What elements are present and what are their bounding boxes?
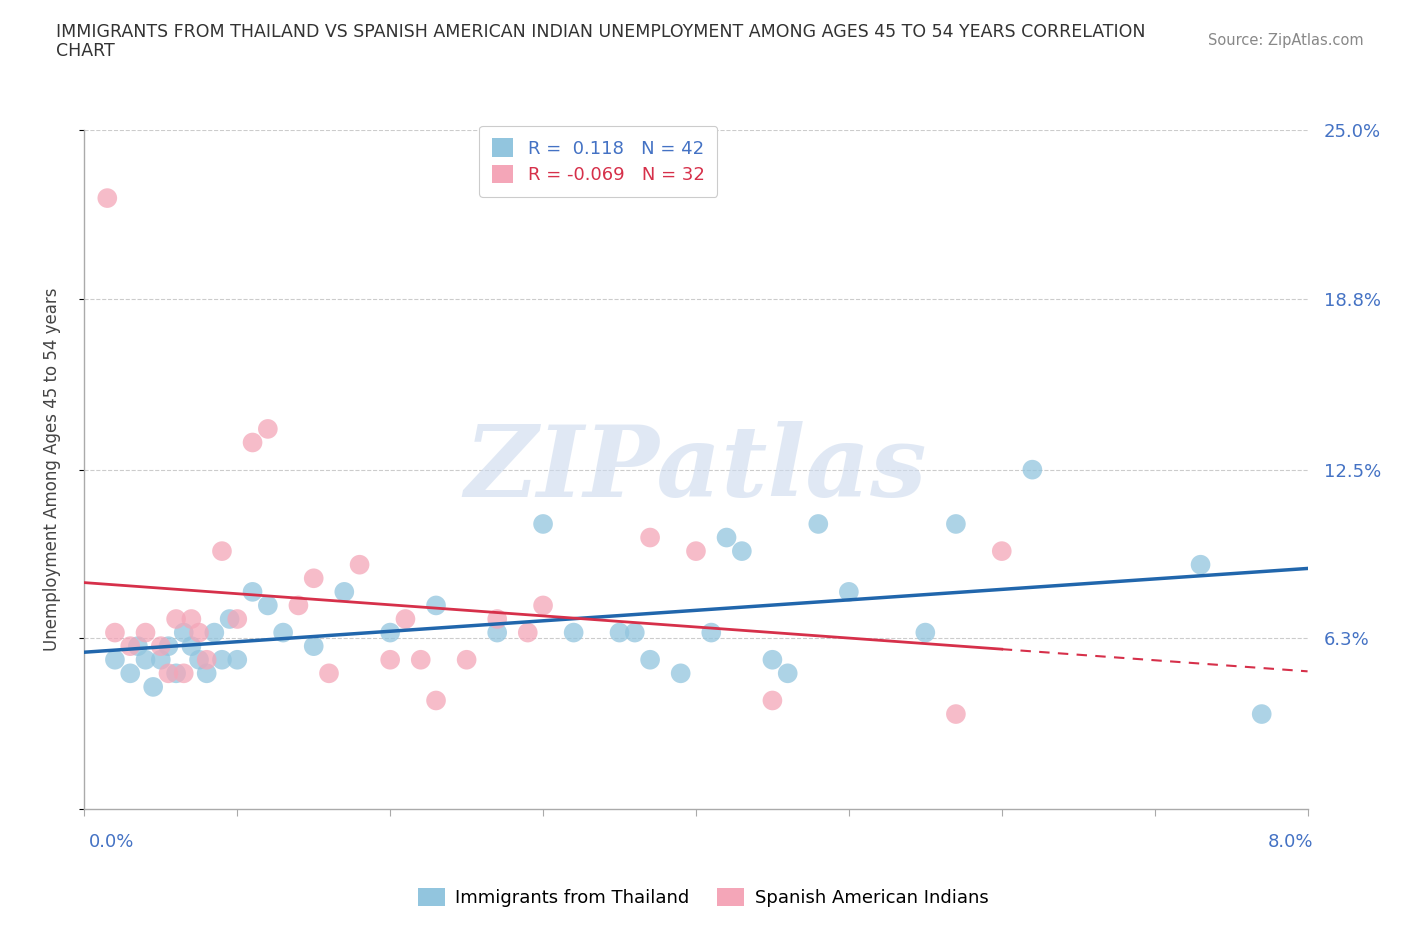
Point <box>226 612 249 627</box>
Point <box>333 584 356 599</box>
Point <box>104 625 127 640</box>
Point <box>425 598 447 613</box>
Point <box>669 666 692 681</box>
Point <box>149 652 172 667</box>
Y-axis label: Unemployment Among Ages 45 to 54 years: Unemployment Among Ages 45 to 54 years <box>42 288 60 651</box>
Point <box>211 544 233 559</box>
Point <box>142 680 165 695</box>
Text: IMMIGRANTS FROM THAILAND VS SPANISH AMERICAN INDIAN UNEMPLOYMENT AMONG AGES 45 T: IMMIGRANTS FROM THAILAND VS SPANISH AMER… <box>56 23 1146 41</box>
Point <box>242 584 264 599</box>
Point <box>945 516 967 531</box>
Point <box>562 625 585 640</box>
Point <box>104 652 127 667</box>
Point <box>486 612 509 627</box>
Point <box>188 625 211 640</box>
Point <box>380 625 402 640</box>
Point <box>1250 707 1272 722</box>
Point <box>287 598 309 613</box>
Point <box>609 625 631 640</box>
Point <box>991 544 1014 559</box>
Point <box>409 652 432 667</box>
Point <box>120 666 142 681</box>
Point <box>394 612 416 627</box>
Point <box>761 652 783 667</box>
Point <box>318 666 340 681</box>
Point <box>135 625 157 640</box>
Point <box>188 652 211 667</box>
Point <box>731 544 754 559</box>
Point <box>211 652 233 667</box>
Point <box>1021 462 1043 477</box>
Point <box>257 421 280 436</box>
Point <box>173 625 195 640</box>
Point <box>149 639 172 654</box>
Point <box>807 516 830 531</box>
Point <box>486 625 509 640</box>
Point <box>165 666 187 681</box>
Point <box>173 666 195 681</box>
Point <box>96 191 118 206</box>
Point <box>127 639 149 654</box>
Point <box>425 693 447 708</box>
Point <box>302 571 325 586</box>
Point <box>157 666 180 681</box>
Text: Source: ZipAtlas.com: Source: ZipAtlas.com <box>1208 33 1364 47</box>
Point <box>945 707 967 722</box>
Point <box>271 625 294 640</box>
Point <box>685 544 707 559</box>
Point <box>516 625 538 640</box>
Point <box>202 625 225 640</box>
Point <box>195 652 218 667</box>
Point <box>456 652 478 667</box>
Text: ZIPatlas: ZIPatlas <box>465 421 927 518</box>
Point <box>195 666 218 681</box>
Legend: R =  0.118   N = 42, R = -0.069   N = 32: R = 0.118 N = 42, R = -0.069 N = 32 <box>479 126 717 197</box>
Point <box>120 639 142 654</box>
Point <box>914 625 936 640</box>
Point <box>638 530 661 545</box>
Point <box>180 612 202 627</box>
Point <box>349 557 371 572</box>
Point <box>1189 557 1212 572</box>
Point <box>180 639 202 654</box>
Point <box>531 516 554 531</box>
Point <box>135 652 157 667</box>
Point <box>226 652 249 667</box>
Legend: Immigrants from Thailand, Spanish American Indians: Immigrants from Thailand, Spanish Americ… <box>409 879 997 916</box>
Point <box>624 625 647 640</box>
Point <box>776 666 799 681</box>
Point <box>157 639 180 654</box>
Point <box>302 639 325 654</box>
Point <box>242 435 264 450</box>
Text: 0.0%: 0.0% <box>89 832 134 851</box>
Point <box>700 625 723 640</box>
Point <box>380 652 402 667</box>
Point <box>761 693 783 708</box>
Point <box>638 652 661 667</box>
Text: CHART: CHART <box>56 42 115 60</box>
Point <box>716 530 738 545</box>
Point <box>257 598 280 613</box>
Point <box>165 612 187 627</box>
Point <box>218 612 240 627</box>
Text: 8.0%: 8.0% <box>1268 832 1313 851</box>
Point <box>838 584 860 599</box>
Point <box>531 598 554 613</box>
